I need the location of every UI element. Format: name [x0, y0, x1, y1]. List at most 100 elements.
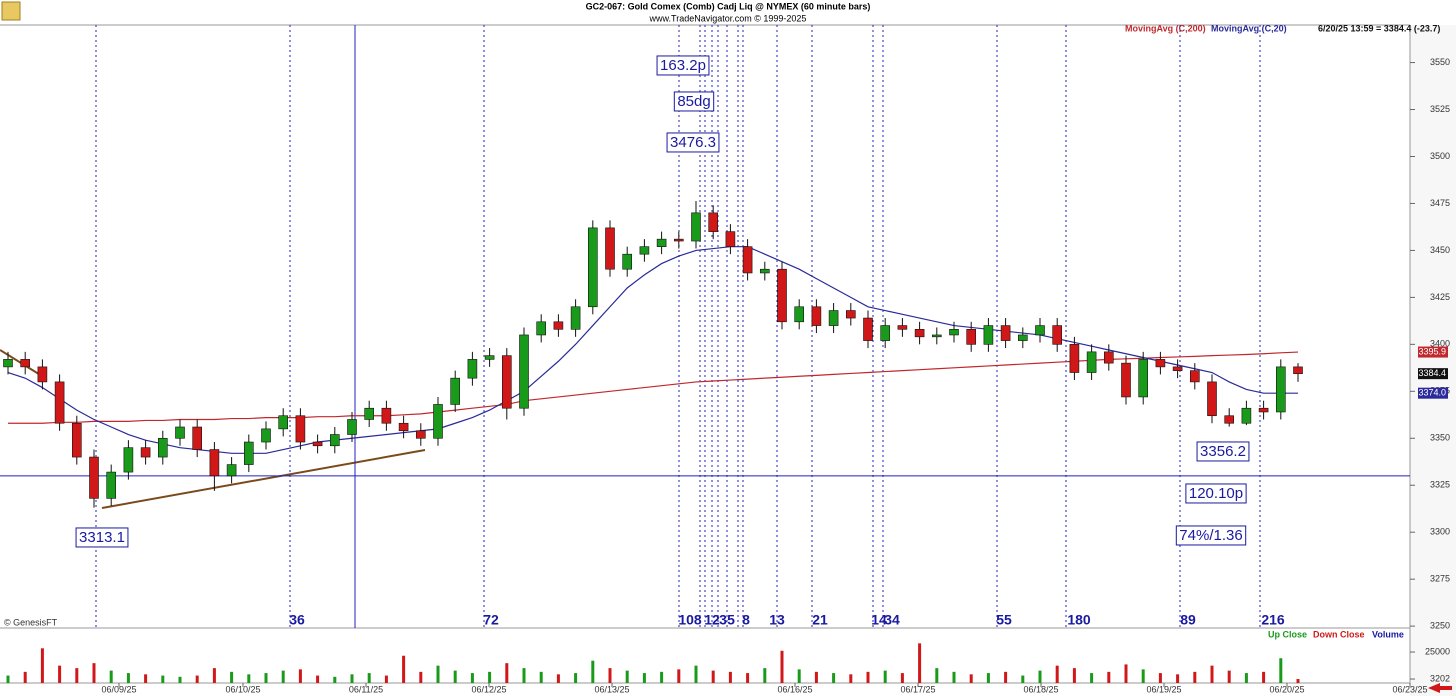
x-tick-label: 06/16/25 — [777, 684, 812, 694]
annotation: 3356.2 — [1200, 443, 1246, 460]
candle-body — [347, 419, 357, 435]
volume-bar — [195, 675, 199, 683]
volume-bar — [763, 668, 767, 683]
x-tick-label: 06/20/25 — [1269, 684, 1304, 694]
annotation: 3313.1 — [79, 529, 125, 546]
last-quote: 6/20/25 13:59 = 3384.4 (-23.7) — [1318, 23, 1440, 33]
volume-legend-down: Down Close — [1313, 629, 1365, 639]
volume-bar — [178, 676, 182, 683]
volume-bar — [161, 675, 165, 683]
volume-bar — [298, 669, 302, 683]
price-tag — [1418, 368, 1448, 380]
annotation-box — [656, 55, 710, 76]
credit: © GenesisFT — [4, 617, 58, 627]
volume-bar — [384, 675, 388, 683]
candle-body — [536, 321, 547, 336]
volume-bar — [1176, 674, 1180, 683]
price-tag-label: 3395.9 — [1418, 346, 1446, 356]
cycle-label: 21 — [812, 612, 828, 628]
candle-body — [983, 325, 994, 345]
volume-legend-up: Up Close — [1268, 629, 1307, 639]
volume-bar — [969, 674, 973, 683]
x-tick-label: 06/11/25 — [349, 684, 383, 694]
volume-bar — [1090, 673, 1094, 683]
scroll-arrow[interactable] — [1428, 683, 1452, 693]
candle-body — [931, 334, 942, 338]
y-tick-label: 3450 — [1430, 245, 1450, 255]
price-tag-label: 3374.0 — [1418, 388, 1446, 398]
volume-bar — [797, 669, 801, 683]
volume-bar — [952, 671, 956, 683]
volume-bar — [126, 673, 130, 683]
volume-bar — [591, 660, 595, 683]
candle-body — [192, 426, 202, 450]
volume-bar — [728, 671, 732, 683]
annotation-box — [1175, 525, 1247, 546]
candle-body — [1155, 359, 1166, 368]
volume-bar — [92, 663, 96, 683]
volume-bar — [694, 665, 698, 683]
volume-bar — [918, 643, 922, 683]
volume-bar — [281, 670, 285, 683]
volume-bar — [23, 671, 27, 683]
volume-bar — [75, 668, 79, 683]
candle-body — [742, 246, 753, 274]
volume-bar — [333, 676, 337, 683]
candle-body — [845, 310, 856, 319]
volume-bar — [470, 673, 474, 683]
volume-bar — [814, 671, 818, 683]
y-tick-label: 3250 — [1430, 620, 1450, 630]
volume-bar — [40, 648, 44, 683]
candle-body — [72, 422, 82, 458]
volume-bar — [1055, 665, 1059, 683]
legend-entry: MovingAvg (C,20) — [1211, 23, 1287, 33]
volume-bar — [642, 673, 646, 683]
y-tick-label: 3275 — [1430, 574, 1450, 584]
candle-body — [1276, 366, 1286, 413]
volume-bar — [556, 674, 560, 683]
candle-body — [656, 238, 667, 247]
cycle-label: 8 — [742, 612, 750, 628]
volume-bar — [230, 671, 234, 683]
candle-body — [794, 306, 805, 323]
candle-body — [1069, 344, 1080, 373]
volume-bar — [58, 665, 62, 683]
annotation: 74%/1.36 — [1179, 527, 1242, 544]
volume-bar — [264, 673, 268, 683]
volume-bar — [367, 673, 371, 683]
chart-subtitle: www.TradeNavigator.com © 1999-2025 — [649, 13, 807, 23]
moving-average — [7, 246, 1298, 454]
volume-bar — [1107, 671, 1111, 683]
candle-body — [1086, 351, 1097, 373]
volume-bar — [832, 673, 836, 683]
volume-bar — [1279, 658, 1283, 683]
volume-bar — [436, 665, 440, 683]
cycle-label: 180 — [1067, 612, 1091, 628]
volume-bar — [109, 670, 113, 683]
candle-body — [450, 377, 461, 405]
y-tick-label: 3475 — [1430, 198, 1450, 208]
price-tag — [1418, 346, 1448, 358]
candle-body — [1035, 325, 1045, 336]
x-tick-label: 06/13/25 — [594, 684, 629, 694]
candle-body — [605, 227, 615, 270]
candle-body — [364, 407, 375, 420]
candle-body — [37, 366, 48, 383]
volume-bar — [849, 674, 853, 683]
candle-body — [415, 430, 426, 439]
y-tick-label: 3325 — [1430, 480, 1450, 490]
volume-bar — [1296, 679, 1300, 683]
volume-bar — [574, 673, 578, 683]
candle-body — [1104, 351, 1114, 364]
y-tick-label: 3550 — [1430, 57, 1450, 67]
volume-bar — [746, 673, 750, 683]
candle-body — [691, 212, 701, 242]
volume-bar — [144, 674, 148, 683]
volume-bar — [6, 675, 10, 683]
candle-body — [673, 238, 684, 242]
cycle-label: 12 — [704, 612, 720, 628]
candle-body — [966, 329, 977, 345]
cycle-label: 5 — [727, 612, 735, 628]
candle-body — [89, 456, 99, 499]
